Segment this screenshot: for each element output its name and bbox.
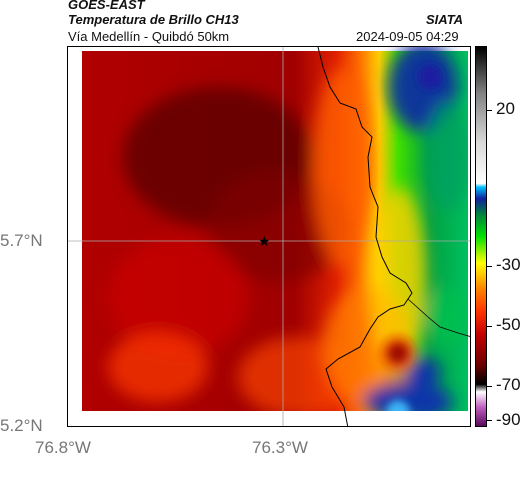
lon-label: 76.8°W [35,438,91,457]
lon-label: 76.3°W [252,438,308,457]
region-label: Vía Medellín - Quibdó 50km [68,29,230,44]
cb-tick-mark [487,326,492,327]
boundary-line-east [407,298,470,337]
product-title: Temperatura de Brillo CH13 [68,12,239,27]
boundary-line [317,47,413,426]
brand-label: SIATA [426,12,464,27]
cb-tick-label: 20 [496,99,515,118]
cb-tick-mark [487,266,492,267]
cb-tick-mark [487,386,492,387]
map-raster: ★ [68,47,470,426]
cb-tick-label: -90 [496,410,521,429]
cb-tick-label: -50 [496,315,521,334]
cb-tick-mark [487,110,492,111]
colorbar [475,46,487,427]
lat-label: 5.2°N [0,416,43,435]
cb-tick-mark [487,420,492,421]
brightness-temperature-map: ★ [67,46,471,427]
org-title: GOES-EAST [68,0,145,12]
datetime-label: 2024-09-05 04:29 [356,29,459,44]
colorbar-gradient [476,47,486,426]
lat-label: 5.7°N [0,231,43,250]
cb-tick-label: -30 [496,255,521,274]
star-icon: ★ [258,234,271,250]
cb-tick-label: -70 [496,375,521,394]
